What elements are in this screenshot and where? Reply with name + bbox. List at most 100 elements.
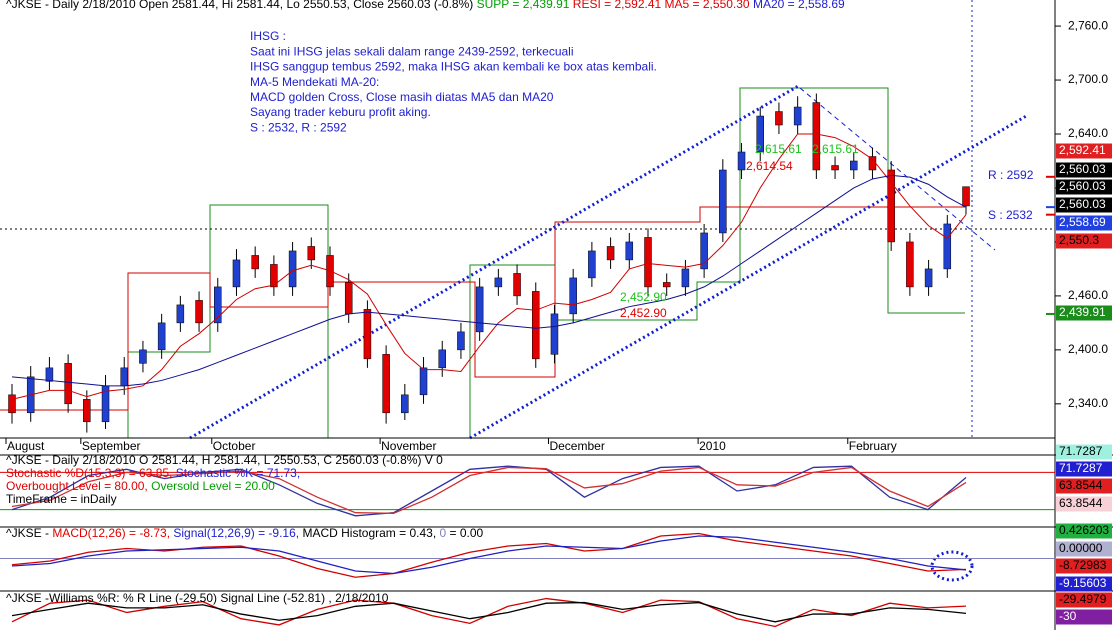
candle-body	[793, 106, 802, 126]
panel-header: ^JKSE - Daily 2/18/2010 O 2581.44, H 258…	[6, 453, 443, 467]
value-badge-label: 0.426203	[1059, 523, 1109, 537]
x-tick-label: November	[381, 439, 436, 453]
indicator-line	[11, 597, 967, 628]
candle-body	[363, 309, 372, 360]
note-text: MA-5 Mendekati MA-20:	[250, 75, 379, 89]
candle-body	[45, 367, 54, 382]
macd-circle	[930, 550, 974, 582]
y-tick-label: 2,400.0	[1068, 342, 1108, 356]
candle-body	[176, 304, 185, 324]
header-text: Overbought Level = 80.00,	[6, 479, 148, 493]
candle-body	[906, 241, 914, 288]
value-badge	[1056, 143, 1112, 159]
y-tick-label: 2,640.0	[1068, 126, 1108, 140]
header-text: TimeFrame = inDaily	[6, 492, 117, 506]
value-badge	[1056, 609, 1112, 625]
candle-body	[83, 399, 91, 423]
candle-body	[625, 241, 634, 261]
header-text: SUPP = 2,439.91	[473, 0, 570, 11]
note-text: MACD golden Cross, Close masih diatas MA…	[250, 90, 554, 104]
value-badge	[1056, 215, 1112, 231]
overlays	[0, 0, 1055, 582]
note-text: S : 2532, R : 2592	[250, 120, 347, 134]
candle-body	[307, 246, 316, 261]
resistance-box	[0, 206, 965, 411]
candle-body	[120, 367, 128, 387]
candle-body	[382, 354, 390, 414]
candle-body	[457, 331, 465, 351]
candle-body	[475, 286, 484, 333]
panel-header: TimeFrame = inDaily	[6, 492, 117, 506]
indicator-line	[11, 465, 967, 517]
value-badge	[1056, 162, 1112, 178]
candle-body	[214, 286, 222, 324]
moving-average	[11, 133, 967, 400]
annotation: 2,615.61	[755, 142, 802, 156]
value-badge-label: 63.8544	[1059, 496, 1103, 510]
candle-body	[887, 169, 895, 243]
annotation: 2,452.90	[620, 306, 667, 320]
x-tick-label: September	[82, 439, 141, 453]
panel-header: ^JKSE - MACD(12,26) = -8.73, Signal(12,2…	[6, 526, 484, 540]
annotation: R : 2592	[988, 168, 1034, 182]
candle-body	[812, 102, 821, 171]
value-badge	[1056, 179, 1112, 195]
value-badge-label: 2,550.3	[1059, 233, 1099, 247]
value-badge-label: 2,558.69	[1059, 215, 1106, 229]
candle-body	[157, 322, 166, 351]
candle-body	[419, 367, 428, 396]
candle-body	[288, 250, 297, 288]
candle-body	[868, 156, 877, 171]
candle-body	[606, 246, 615, 261]
header-text: MACD(12,26) = -8.73,	[52, 526, 170, 540]
value-badge-label: -8.72983	[1059, 558, 1107, 572]
value-badge	[1056, 305, 1112, 321]
candle-body	[532, 291, 540, 360]
y-tick-label: 2,460.0	[1068, 288, 1108, 302]
candle-body	[700, 232, 708, 270]
header-text: MACD Histogram = 0.43,	[299, 526, 436, 540]
candle-body	[550, 313, 559, 355]
value-badge	[1056, 592, 1112, 608]
value-badge-label: 2,560.03	[1059, 197, 1106, 211]
panel-header: ^JKSE -Williams %R: % R Line (-29.50) Si…	[6, 591, 389, 605]
value-badge-label: 2,439.91	[1059, 305, 1106, 319]
value-badge-label: 2,560.03	[1059, 162, 1106, 176]
candle-body	[251, 255, 259, 270]
x-tick-label: October	[213, 439, 256, 453]
down-trendline	[799, 87, 996, 251]
indicator-line	[11, 532, 967, 578]
note-text: Saat ini IHSG jelas sekali dalam range 2…	[250, 44, 574, 58]
candle-body	[850, 160, 858, 171]
header-text: Stochastic %D(15,3,3) = 63.85,	[6, 466, 172, 480]
candle-body	[344, 282, 353, 315]
value-badge-label: 2,560.03	[1059, 179, 1106, 193]
candle-body	[270, 264, 278, 288]
header-text: RESI = 2,592.41	[569, 0, 661, 11]
candle-body	[438, 349, 446, 369]
panel-header: Overbought Level = 80.00, Oversold Level…	[6, 479, 275, 493]
candle-body	[232, 259, 241, 288]
y-tick-label: 2,700.0	[1068, 72, 1108, 86]
value-badge	[1056, 461, 1112, 477]
value-badge	[1056, 233, 1112, 249]
candle-body	[681, 268, 690, 288]
header-text: MA20 = 2,558.69	[750, 0, 845, 11]
x-tick-label: February	[849, 439, 897, 453]
value-badge	[1056, 541, 1112, 557]
header-text: Stochastic %K = 71.73,	[172, 466, 300, 480]
header-text: ^JKSE -Williams %R: % R Line (-29.50) Si…	[6, 591, 389, 605]
header-text: Oversold Level = 20.00	[148, 479, 275, 493]
header-text: Signal(12,26,9) = -9.16,	[170, 526, 299, 540]
candle-body	[64, 363, 72, 405]
candle-body	[494, 277, 503, 288]
candle-body	[737, 151, 746, 171]
candle-body	[662, 282, 671, 288]
candle-body	[569, 277, 577, 315]
value-badge-label: 0.00000	[1059, 541, 1103, 555]
y-tick-label: 2,340.0	[1068, 396, 1108, 410]
candle-body	[513, 273, 521, 297]
value-badge	[1056, 444, 1112, 460]
indicator-line	[11, 601, 967, 623]
value-badge-label: 71.7287	[1059, 461, 1103, 475]
